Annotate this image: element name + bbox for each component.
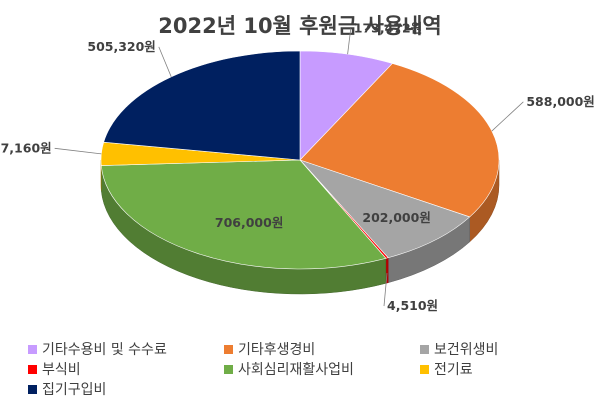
chart-title: 2022년 10월 후원금 사용내역 — [158, 14, 441, 38]
legend-label: 보건위생비 — [434, 342, 499, 358]
legend-swatch — [28, 364, 37, 374]
pie-chart: 2022년 10월 후원금 사용내역 173,472원 588,000원 202,0… — [0, 14, 595, 313]
legend-label: 기타수용비 및 수수료 — [42, 342, 167, 358]
legend-swatch — [28, 344, 37, 354]
leader-line-6 — [54, 147, 102, 155]
leader-line-1 — [347, 28, 352, 55]
legend-label: 전기료 — [434, 362, 473, 378]
legend-label: 기타후생경비 — [238, 342, 316, 358]
legend-item-1: 기타수용비 및 수수료 — [28, 340, 224, 358]
leader-line-7 — [158, 46, 172, 78]
legend-item-7: 집기구입비 — [28, 380, 224, 398]
data-labels: 173,472원 588,000원 202,000원 4,510원 706,000원 77… — [0, 20, 595, 313]
leader-lines — [54, 28, 524, 307]
legend-item-3: 보건위생비 — [420, 340, 588, 358]
legend-swatch — [224, 364, 233, 374]
data-label-6: 77,160원 — [0, 140, 52, 155]
legend-item-2: 기타후생경비 — [224, 340, 420, 358]
legend-swatch — [420, 364, 429, 374]
data-label-5: 706,000원 — [215, 215, 283, 230]
pie-slice-1 — [299, 50, 393, 161]
data-label-4: 4,510원 — [387, 298, 438, 313]
leader-line-2 — [491, 101, 524, 132]
legend-item-4: 부식비 — [28, 360, 224, 378]
legend-swatch — [420, 344, 429, 354]
legend-item-6: 전기료 — [420, 360, 588, 378]
legend-label: 집기구입비 — [42, 382, 107, 398]
legend-label: 부식비 — [42, 362, 81, 378]
pie-top-face — [100, 50, 500, 270]
data-label-3: 202,000원 — [362, 210, 430, 225]
legend-swatch — [28, 384, 37, 394]
pie-slice-7 — [103, 50, 301, 161]
data-label-2: 588,000원 — [526, 94, 594, 109]
legend-swatch — [224, 344, 233, 354]
data-label-1: 173,472원 — [354, 20, 422, 35]
pie-slice-5 — [100, 159, 387, 270]
data-label-7: 505,320원 — [87, 39, 155, 54]
legend-label: 사회심리재활사업비 — [238, 362, 354, 378]
pie-slice-3 — [299, 159, 471, 259]
leader-line-4 — [383, 272, 388, 307]
legend-item-5: 사회심리재활사업비 — [224, 360, 420, 378]
